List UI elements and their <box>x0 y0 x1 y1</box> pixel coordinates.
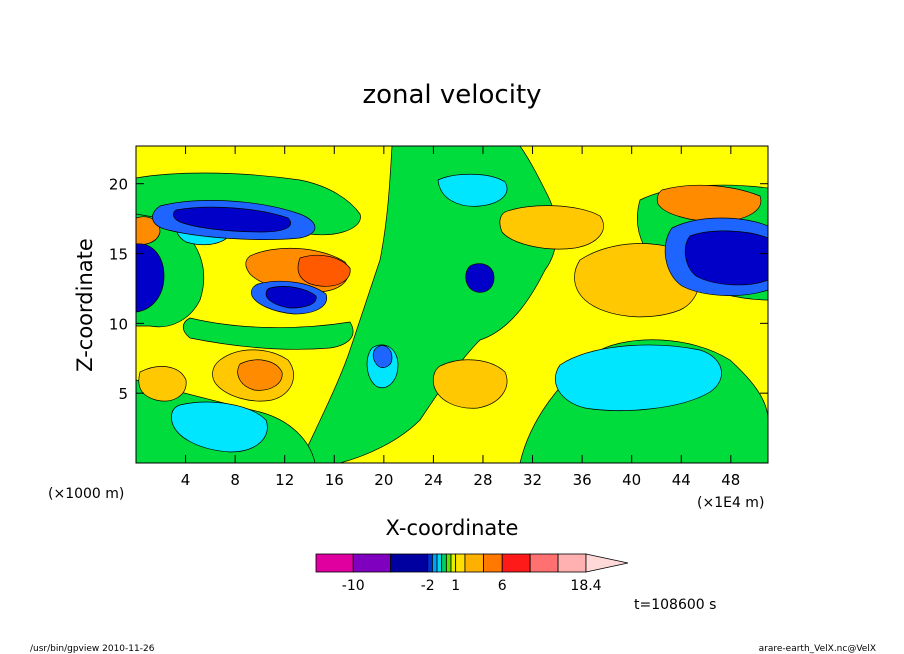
y-tick-label: 20 <box>109 176 128 194</box>
footer-right: arare-earth_VelX.nc@VelX <box>759 644 876 654</box>
colorbar-segment <box>436 553 443 573</box>
y-tick-label: 5 <box>118 385 128 403</box>
colorbar-segment <box>501 553 531 573</box>
x-unit-label-left: (×1000 m) <box>48 486 124 502</box>
x-tick-label: 8 <box>230 471 240 489</box>
dark-blue-band-upper-left <box>173 206 292 233</box>
x-tick-label: 28 <box>473 471 492 489</box>
y-axis-ticks: 5 10 15 20 <box>109 176 768 403</box>
colorbar-segment <box>352 553 391 573</box>
colorbar-segment <box>441 553 447 573</box>
x-tick-label: 32 <box>523 471 542 489</box>
contour-field <box>136 146 768 463</box>
blue-region-center-low <box>372 345 393 368</box>
light-orange-region-center <box>432 359 508 409</box>
cyan-region-top <box>437 173 508 207</box>
dark-blue-region-right <box>684 230 768 286</box>
colorbar-tick-labels: -10 -2 1 6 18.4 <box>342 578 602 594</box>
x-tick-label: 20 <box>374 471 393 489</box>
colorbar-tick-label: 1 <box>451 578 460 594</box>
x-tick-label: 40 <box>622 471 641 489</box>
time-annotation: t=108600 s <box>634 597 716 613</box>
green-region-mid-band <box>182 317 354 350</box>
plot-frame <box>135 145 769 464</box>
colorbar <box>315 553 629 573</box>
x-tick-label: 44 <box>672 471 691 489</box>
dark-blue-region-mid-left <box>265 286 317 309</box>
x-tick-label: 4 <box>181 471 191 489</box>
colorbar-tick-label: -2 <box>421 578 435 594</box>
light-orange-region-top-right <box>499 205 604 250</box>
colorbar-segment <box>464 553 484 573</box>
x-tick-label: 24 <box>424 471 443 489</box>
colorbar-tick-label: 6 <box>498 578 507 594</box>
colorbar-segment <box>445 553 452 573</box>
colorbar-segment <box>557 553 587 573</box>
colorbar-segment <box>390 553 429 573</box>
chart-title: zonal velocity <box>362 80 541 110</box>
y-axis-title: Z-coordinate <box>73 238 97 372</box>
colorbar-segment <box>431 553 438 573</box>
cyan-region-right <box>555 344 722 411</box>
colorbar-segment <box>427 553 433 573</box>
x-unit-label-right: (×1E4 m) <box>697 495 764 511</box>
x-tick-label: 12 <box>275 471 294 489</box>
colorbar-arrow-segment <box>585 553 629 573</box>
dark-blue-region-left-edge <box>136 243 165 313</box>
colorbar-segment <box>483 553 503 573</box>
x-axis-title: X-coordinate <box>386 516 519 540</box>
x-tick-label: 16 <box>325 471 344 489</box>
dark-blue-region-center <box>465 263 495 293</box>
deep-orange-region-mid <box>297 254 351 287</box>
x-tick-label: 36 <box>573 471 592 489</box>
colorbar-tick-label: -10 <box>342 578 365 594</box>
colorbar-segment <box>450 553 457 573</box>
footer-left: /usr/bin/gpview 2010-11-26 <box>30 644 155 654</box>
colorbar-tick-label: 18.4 <box>570 578 601 594</box>
cyan-region-bottom-left <box>171 401 268 453</box>
colorbar-segment <box>529 553 559 573</box>
light-orange-region-bottom-left <box>138 366 187 402</box>
y-tick-label: 15 <box>109 246 128 264</box>
colorbar-segment <box>315 553 354 573</box>
colorbar-segment <box>455 553 466 573</box>
x-tick-label: 48 <box>721 471 740 489</box>
y-tick-label: 10 <box>109 315 128 333</box>
x-axis-ticks: 4 8 12 16 20 24 28 32 36 40 44 48 <box>181 146 740 489</box>
orange-region-left-low <box>237 359 283 391</box>
